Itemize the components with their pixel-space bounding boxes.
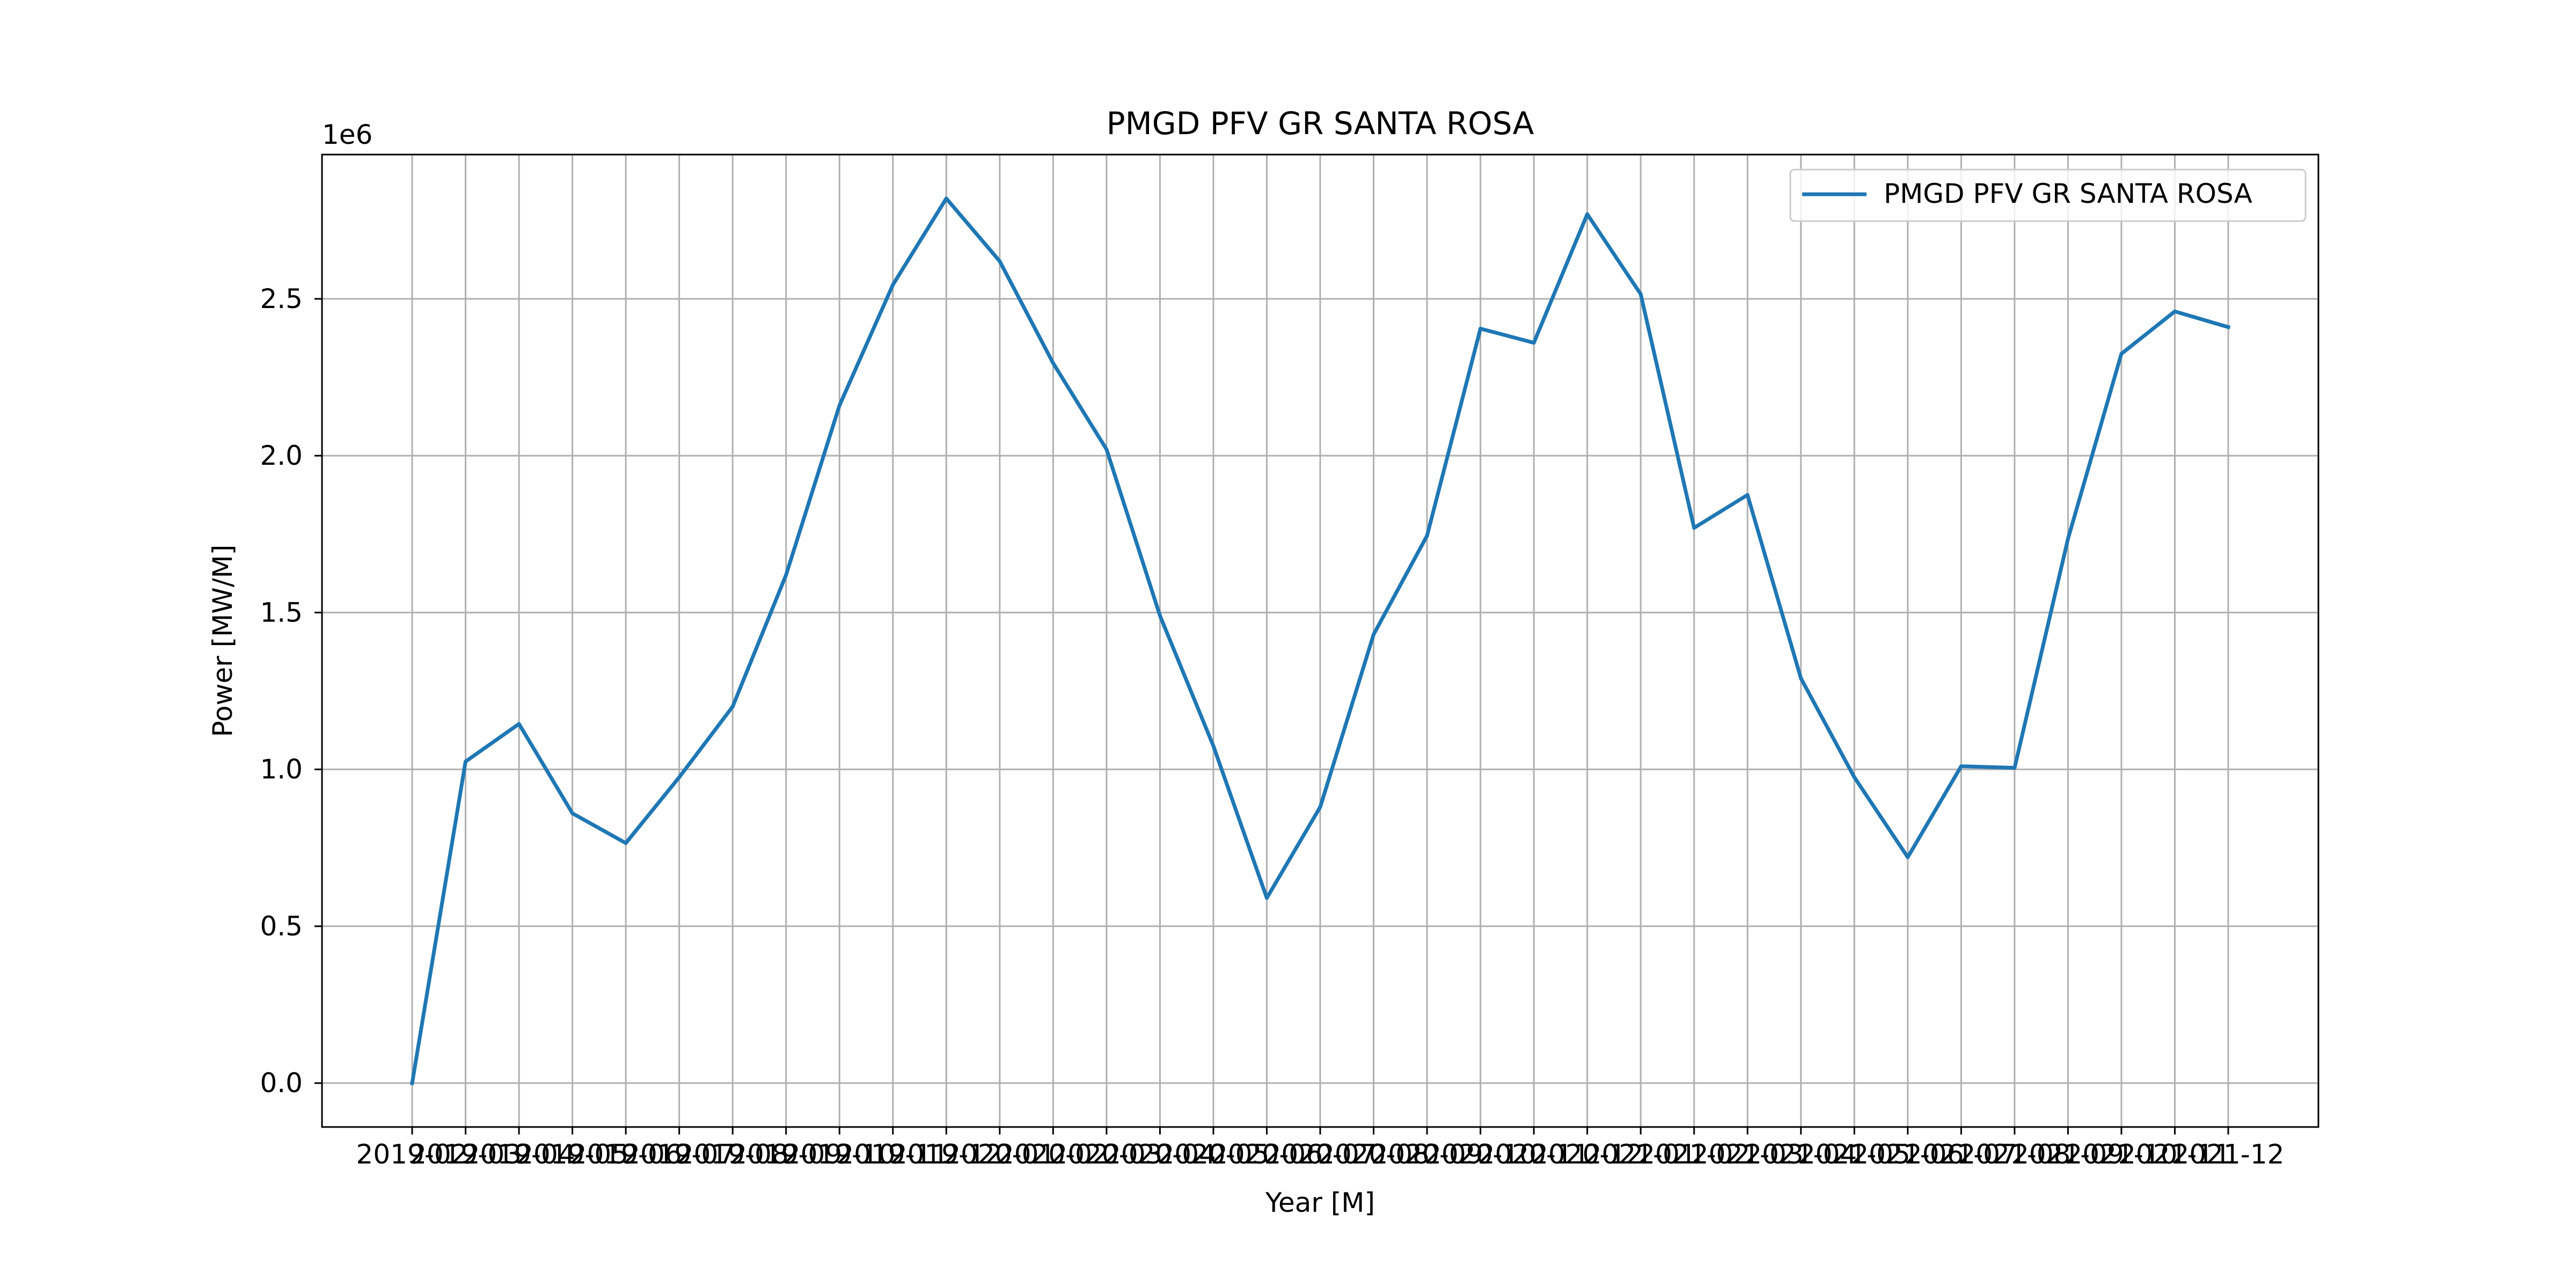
- x-tick-label: 2019-11: [837, 1139, 949, 1170]
- data-point: [1799, 676, 1803, 680]
- y-tick-label: 2.0: [260, 440, 303, 471]
- x-tick-label: 2019-06: [570, 1139, 682, 1170]
- x-tick-label: 2020-02: [997, 1139, 1109, 1170]
- data-point: [1906, 855, 1910, 859]
- legend: PMGD PFV GR SANTA ROSA: [1789, 169, 2307, 222]
- data-point: [1852, 775, 1856, 779]
- x-tick-label: 2021-06: [1851, 1139, 1964, 1170]
- x-tick-label: 2020-12: [1531, 1139, 1643, 1170]
- x-tick-label: 2021-05: [1798, 1139, 1911, 1170]
- x-tick-label: 2021-03: [1692, 1139, 1804, 1170]
- y-tick-label: 0.5: [260, 911, 303, 942]
- x-tick-label: 2021-02: [1638, 1139, 1750, 1170]
- x-tick-label: 2021-11: [2119, 1139, 2231, 1170]
- data-point: [2119, 352, 2124, 356]
- x-tick-label: 2020-07: [1264, 1139, 1377, 1170]
- x-tick-label: 2021-04: [1745, 1139, 1857, 1170]
- data-point: [1051, 361, 1055, 365]
- data-point: [570, 811, 575, 815]
- x-tick-label: 2020-03: [1050, 1139, 1162, 1170]
- x-axis-label: Year [M]: [1265, 1187, 1375, 1218]
- data-point: [1211, 744, 1216, 748]
- grid: [322, 155, 2318, 1127]
- x-tick-label: 2021-12: [2172, 1139, 2285, 1170]
- x-tick-label: 2021-10: [2065, 1139, 2177, 1170]
- chart-title: PMGD PFV GR SANTA ROSA: [1107, 105, 1534, 142]
- data-point: [891, 283, 895, 287]
- data-point: [1425, 533, 1429, 538]
- data-point: [1372, 632, 1376, 636]
- y-offset-label: 1e6: [322, 119, 372, 150]
- ticks: 2019-022019-032019-042019-052019-062019-…: [260, 283, 2284, 1170]
- data-point: [2066, 537, 2070, 541]
- x-tick-label: 2019-12: [890, 1139, 1002, 1170]
- x-tick-label: 2021-09: [2012, 1139, 2124, 1170]
- x-tick-label: 2019-10: [784, 1139, 896, 1170]
- x-tick-label: 2020-08: [1318, 1139, 1430, 1170]
- x-tick-label: 2019-08: [677, 1139, 789, 1170]
- x-tick-label: 2020-04: [1104, 1139, 1216, 1170]
- data-point: [1745, 493, 1750, 497]
- data-point: [837, 404, 841, 408]
- x-tick-label: 2019-04: [463, 1139, 575, 1170]
- data-point: [2012, 766, 2017, 770]
- x-tick-label: 2020-11: [1478, 1139, 1590, 1170]
- data-point: [1532, 341, 1536, 345]
- x-tick-label: 2019-07: [623, 1139, 735, 1170]
- data-point: [464, 759, 468, 764]
- data-point: [1318, 805, 1322, 809]
- x-tick-label: 2021-08: [1958, 1139, 2070, 1170]
- data-point: [1692, 526, 1696, 530]
- data-point: [998, 259, 1002, 264]
- legend-box: [1789, 169, 2307, 222]
- x-tick-label: 2021-01: [1585, 1139, 1697, 1170]
- data-point: [730, 705, 735, 709]
- data-point: [624, 841, 628, 845]
- data-point: [517, 722, 521, 726]
- x-tick-label: 2020-10: [1424, 1139, 1536, 1170]
- x-tick-label: 2020-09: [1371, 1139, 1483, 1170]
- x-tick-label: 2020-06: [1211, 1139, 1323, 1170]
- y-tick-label: 1.5: [260, 597, 303, 628]
- series-layer: [409, 196, 2231, 1086]
- data-point: [1959, 764, 1963, 769]
- legend-label: PMGD PFV GR SANTA ROSA: [1884, 178, 2252, 209]
- data-point: [1158, 613, 1162, 618]
- x-tick-label: 2020-01: [943, 1139, 1056, 1170]
- data-point: [1264, 896, 1269, 900]
- x-tick-label: 2019-05: [516, 1139, 628, 1170]
- data-point: [1585, 212, 1590, 216]
- data-point: [784, 573, 788, 577]
- y-tick-label: 1.0: [260, 754, 303, 785]
- data-point: [1638, 292, 1643, 296]
- x-tick-label: 2020-05: [1157, 1139, 1269, 1170]
- y-axis-label: Power [MW/M]: [207, 545, 238, 737]
- y-tick-label: 0.0: [260, 1067, 303, 1099]
- data-point: [1104, 447, 1109, 451]
- y-tick-label: 2.5: [260, 283, 303, 314]
- x-tick-label: 2021-07: [1905, 1139, 2017, 1170]
- data-point: [677, 775, 682, 779]
- x-tick-label: 2019-09: [730, 1139, 842, 1170]
- data-point: [1479, 326, 1483, 331]
- x-tick-label: 2019-02: [356, 1139, 469, 1170]
- x-tick-label: 2019-03: [409, 1139, 522, 1170]
- data-point: [2172, 309, 2177, 313]
- data-point: [2226, 325, 2230, 329]
- data-point: [944, 196, 948, 201]
- data-point: [410, 1081, 414, 1085]
